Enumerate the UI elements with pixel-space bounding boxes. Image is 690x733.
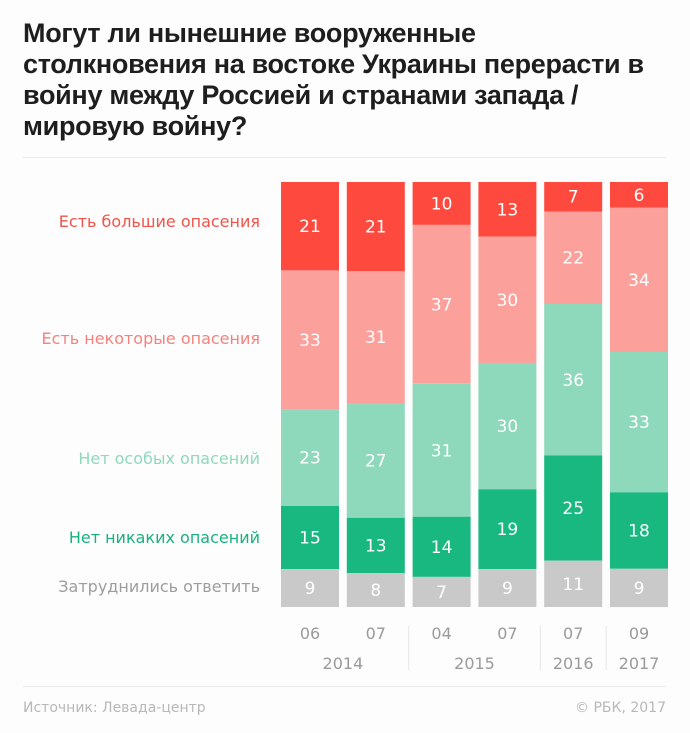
bar-segment [346,517,405,574]
legend-label-hard-to-answer: Затруднились ответить [58,577,260,596]
bar-segment [412,383,471,517]
bar-segment [478,489,537,570]
bar-segment [544,560,603,607]
x-tick-month: 06 [300,624,320,643]
copyright-note: © РБК, 2017 [575,700,666,716]
legend-label-some-concerns: Есть некоторые опасения [41,329,260,348]
data-label: 25 [562,499,584,519]
data-label: 7 [568,188,579,208]
x-tick-month: 07 [366,624,386,643]
x-tick-year: 2017 [619,654,660,673]
bar-segment [412,182,471,225]
data-label: 33 [299,331,321,351]
bar-segment [281,506,339,570]
data-label: 36 [562,371,584,391]
x-tick-month: 04 [431,624,451,643]
bar-segment [412,224,471,384]
data-label: 21 [365,218,387,238]
data-label: 31 [431,441,453,461]
bar-segment [281,569,339,607]
bar-segment [544,182,603,212]
bar-segment [610,568,668,608]
data-label: 18 [628,522,650,542]
x-tick-month: 09 [629,624,649,643]
data-label: 22 [562,249,584,269]
chart-title: Могут ли нынешние вооруженные столкновен… [23,18,644,141]
bar-segment [610,207,668,352]
bar-segment [346,182,405,272]
data-label: 8 [370,581,381,601]
data-label: 30 [497,291,519,311]
x-tick-month: 07 [497,624,517,643]
data-label: 14 [431,538,453,558]
bar-segment [281,270,339,410]
bar-segment [346,271,405,404]
data-label: 9 [502,579,513,599]
bar-segment [412,576,471,607]
title-divider [23,157,666,158]
data-label: 13 [365,536,387,556]
data-label: 21 [299,217,321,237]
data-label: 30 [497,417,519,437]
bar-segment [346,403,405,518]
bar-segment [610,492,668,569]
bar-segment [478,236,537,363]
data-label: 37 [431,295,453,315]
data-label: 15 [299,529,321,549]
data-label: 11 [562,575,584,595]
bar-segment [544,304,603,456]
legend-label-no-concerns: Нет никаких опасений [68,528,260,547]
data-label: 9 [305,579,316,599]
data-label: 31 [365,328,387,348]
data-label: 13 [497,200,519,220]
footer-divider [23,686,666,687]
stacked-bar-chart: 21 33 23 15 9 06 21 31 27 13 8 07 10 37 31 14 7 04 13 30 30 1… [281,182,668,673]
legend-label-no-particular-concerns: Нет особых опасений [78,449,260,468]
bar-segment [412,516,471,577]
x-tick-month: 07 [563,624,583,643]
data-label: 6 [634,186,645,206]
bar-segment [281,182,339,271]
bar-segment [478,362,537,490]
bar-segment [478,569,537,607]
source-note: Источник: Левада-центр [23,700,206,716]
bar-segment [544,211,603,305]
x-tick-year: 2016 [553,654,594,673]
data-label: 9 [634,579,645,599]
bar-segment [478,182,537,237]
bar-segment [281,409,339,506]
data-label: 34 [628,271,650,291]
data-label: 7 [436,583,447,603]
data-label: 10 [431,195,453,215]
bar-segment [346,573,405,607]
data-label: 33 [628,413,650,433]
x-tick-year: 2015 [454,654,495,673]
data-label: 23 [299,449,321,469]
legend-label-big-concerns: Есть большие опасения [58,212,260,231]
data-label: 19 [497,520,519,540]
bar-segment [610,352,668,493]
x-tick-year: 2014 [323,654,364,673]
bar-segment [610,182,668,208]
data-label: 27 [365,451,387,471]
bar-segment [544,455,603,561]
